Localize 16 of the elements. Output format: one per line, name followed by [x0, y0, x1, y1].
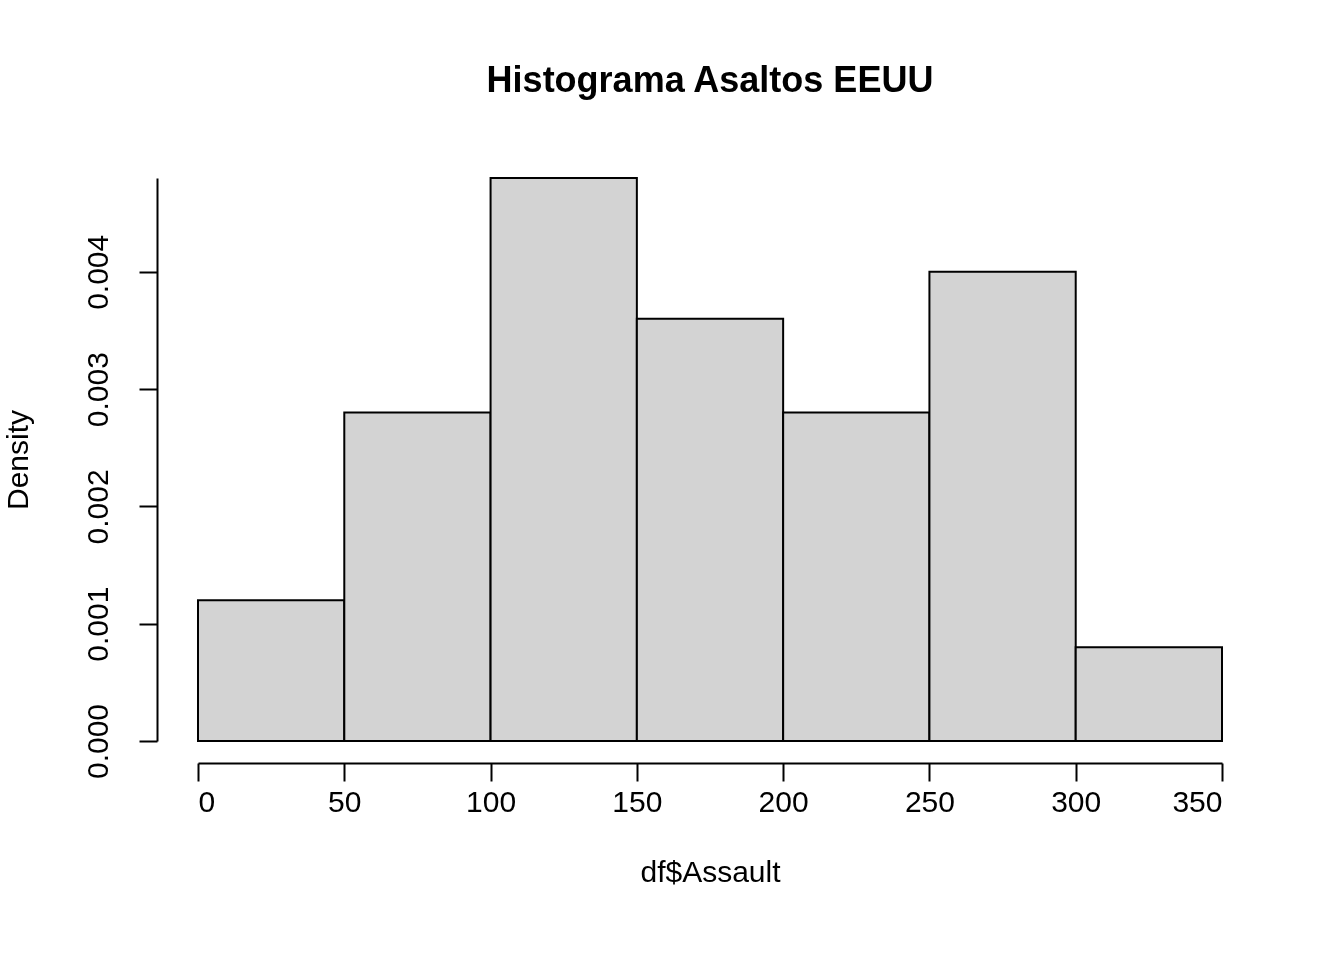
y-tick-label: 0.003 [80, 352, 114, 428]
x-tick-label: 300 [1051, 784, 1102, 818]
x-tick-label: 100 [466, 784, 517, 818]
y-tick-label: 0.004 [80, 234, 114, 310]
y-tick-label: 0.000 [80, 703, 114, 780]
x-axis-title: df$Assault [640, 854, 782, 888]
x-tick-label: 350 [1172, 784, 1223, 818]
x-tick-label: 0 [198, 784, 216, 818]
y-axis-title: Density [0, 409, 34, 511]
y-tick-label: 0.002 [80, 469, 114, 545]
x-tick-label: 200 [758, 784, 809, 818]
chart-title: Histograma Asaltos EEUU [486, 59, 934, 100]
x-tick-label: 150 [612, 784, 663, 818]
y-tick-label: 0.001 [80, 586, 114, 662]
x-tick-label: 50 [328, 784, 362, 818]
x-tick-label: 250 [904, 784, 955, 818]
